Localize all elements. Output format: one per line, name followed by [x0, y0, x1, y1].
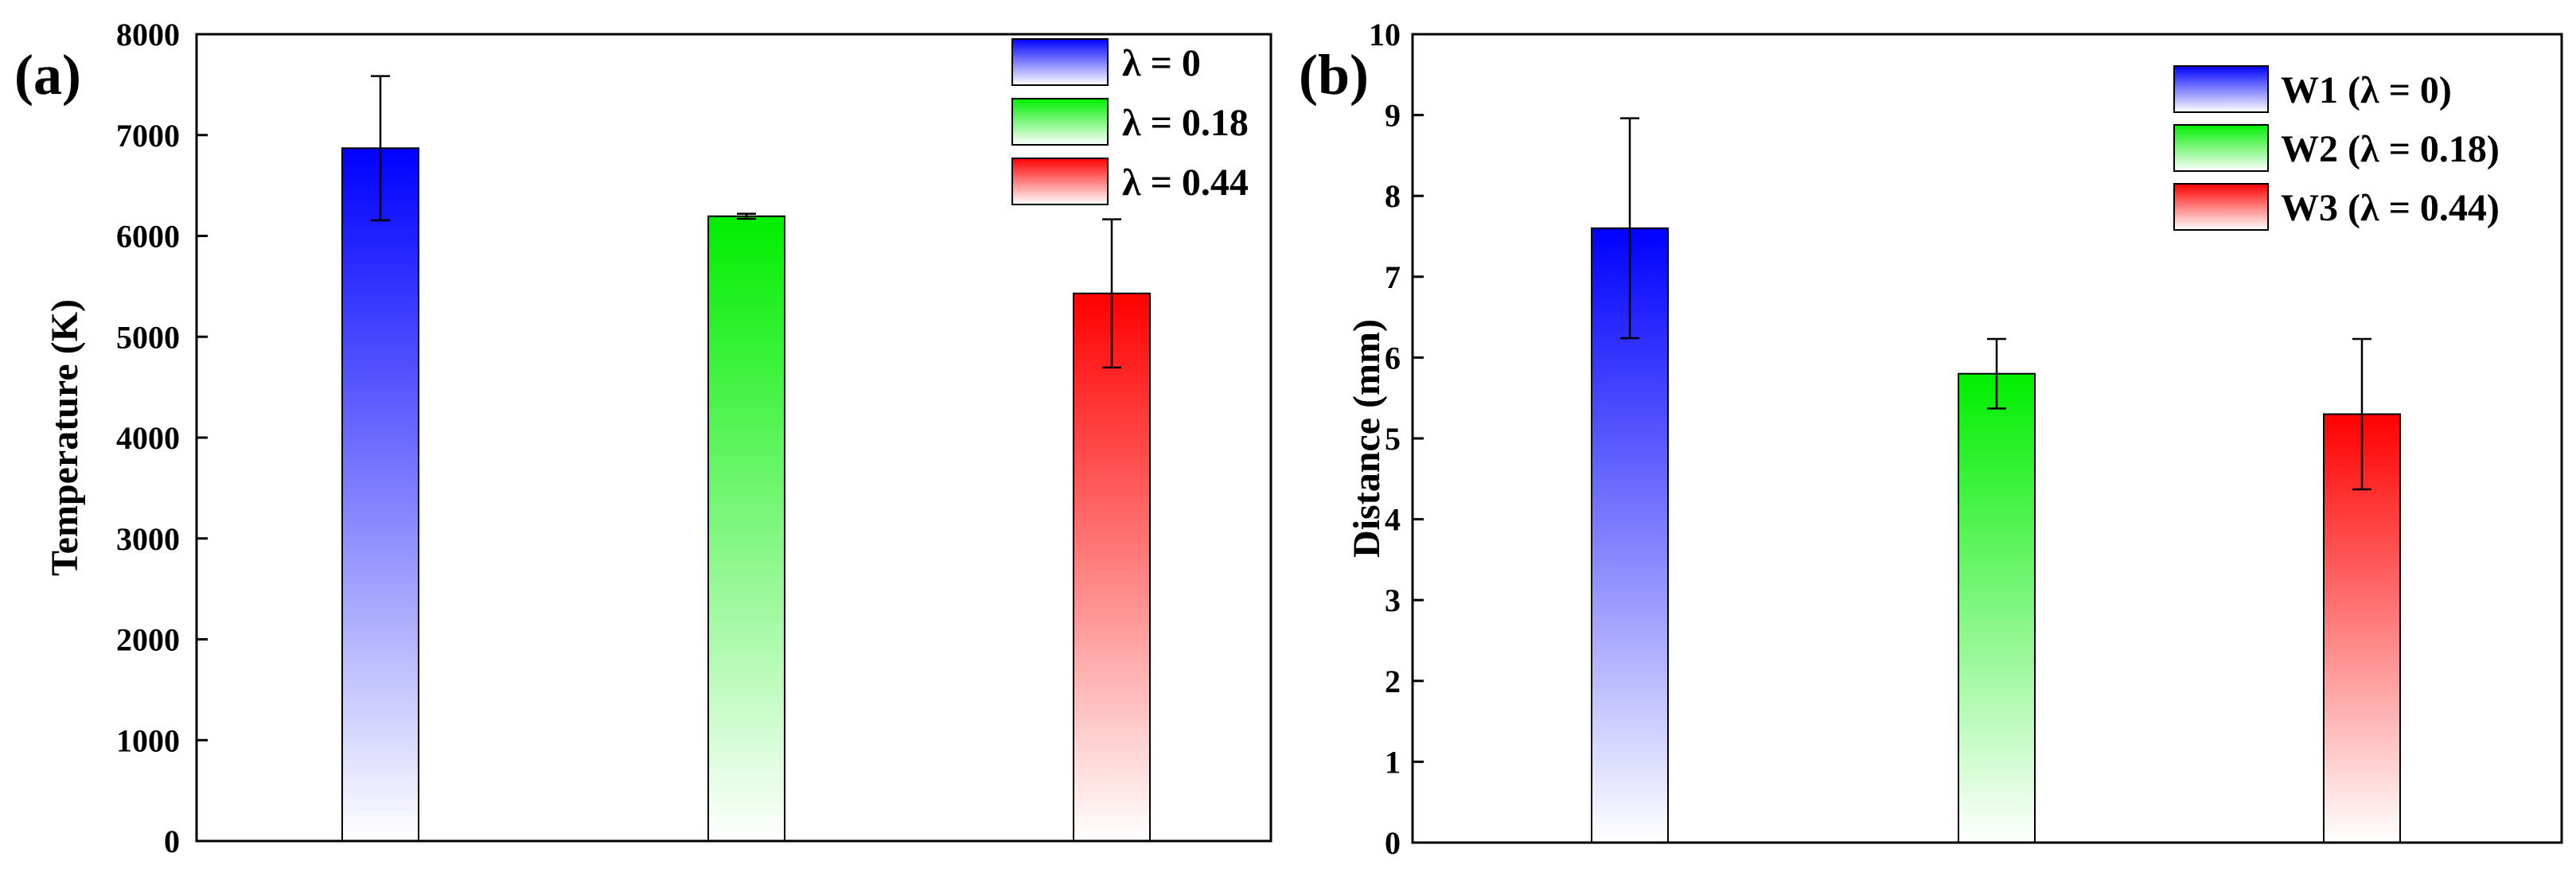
chart-panel-a: (a) 0 1000 2000 3000 4000 5000 6000 7000 8000 Te…	[14, 17, 1272, 859]
legend-swatch	[2173, 65, 2269, 113]
y-tick-label: 7	[1385, 259, 1401, 295]
legend-label: λ = 0.44	[1122, 162, 1249, 204]
panel-label-b: (b)	[1299, 43, 1369, 107]
bars-b	[1591, 227, 2401, 844]
y-tick-label: 7000	[116, 118, 180, 154]
y-axis-label-a: Temperature (K)	[44, 299, 86, 576]
y-tick-label: 8000	[116, 17, 180, 53]
legend-label: λ = 0.18	[1122, 102, 1249, 144]
legend-label: W3 (λ = 0.44)	[2281, 187, 2500, 229]
error-bar-3	[2352, 337, 2371, 491]
bar-1	[341, 147, 419, 843]
legend-swatch	[1011, 158, 1109, 205]
legend-swatch	[1011, 98, 1109, 146]
y-tick-label: 5	[1385, 421, 1401, 457]
y-axis-ticks-b: 0 1 2 3 4 5 6 7 8 9 10	[1369, 17, 1424, 861]
error-bar-2	[1987, 337, 2006, 410]
legend-item-3: λ = 0.44	[1011, 158, 1249, 205]
legend-swatch	[1011, 38, 1109, 86]
error-bars-b	[1620, 117, 2371, 491]
error-bars-a	[371, 75, 1121, 369]
y-tick-label: 10	[1369, 17, 1401, 53]
bar-2	[1958, 372, 2036, 844]
y-tick-label: 9	[1385, 98, 1401, 134]
y-tick-label: 6000	[116, 219, 180, 255]
legend-item-1: λ = 0	[1011, 38, 1201, 86]
y-tick-label: 3000	[116, 521, 180, 557]
legend-item-1: W1 (λ = 0)	[2173, 65, 2452, 113]
legend-swatch	[2173, 124, 2269, 172]
legend-item-2: λ = 0.18	[1011, 98, 1249, 146]
y-tick-label: 0	[164, 824, 180, 859]
bars-a	[341, 147, 1151, 843]
legend-item-3: W3 (λ = 0.44)	[2173, 183, 2500, 231]
error-bar-1	[1620, 117, 1639, 340]
bar-3	[1073, 292, 1151, 842]
legend-label: W1 (λ = 0)	[2281, 69, 2452, 111]
panel-label-a: (a)	[14, 43, 81, 107]
y-tick-label: 4	[1385, 502, 1401, 538]
error-bar-3	[1102, 218, 1121, 369]
bar-2	[707, 215, 785, 842]
y-tick-label: 2000	[116, 622, 180, 658]
y-tick-label: 1000	[116, 722, 180, 758]
y-tick-label: 3	[1385, 582, 1401, 618]
error-bar-2	[737, 212, 756, 220]
y-axis-ticks-a: 0 1000 2000 3000 4000 5000 6000 7000 8000	[116, 17, 208, 859]
y-tick-label: 8	[1385, 178, 1401, 214]
y-tick-label: 6	[1385, 340, 1401, 376]
legend-b: W1 (λ = 0) W2 (λ = 0.18) W3 (λ = 0.44)	[2173, 65, 2500, 231]
error-bar-1	[371, 75, 390, 222]
legend-swatch	[2173, 183, 2269, 231]
legend-item-2: W2 (λ = 0.18)	[2173, 124, 2500, 172]
y-tick-label: 5000	[116, 319, 180, 355]
y-axis-label-b: Distance (mm)	[1346, 319, 1388, 558]
legend-label: λ = 0	[1122, 42, 1201, 84]
y-tick-label: 4000	[116, 420, 180, 456]
chart-panel-b: (b) 0 1 2 3 4 5 6 7 8 9 10 Distance (mm) W1 (λ = 0…	[1299, 17, 2563, 861]
y-tick-label: 0	[1385, 825, 1401, 861]
legend-a: λ = 0 λ = 0.18 λ = 0.44	[1011, 38, 1249, 205]
y-tick-label: 1	[1385, 744, 1401, 780]
y-tick-label: 2	[1385, 664, 1401, 699]
legend-label: W2 (λ = 0.18)	[2281, 128, 2500, 170]
